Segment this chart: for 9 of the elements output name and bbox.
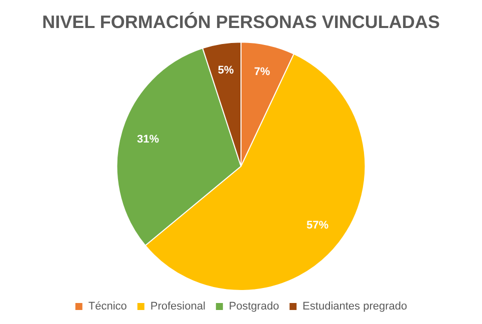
legend-label: Profesional bbox=[150, 300, 206, 313]
data-label: 7% bbox=[254, 66, 270, 78]
chart-title: NIVEL FORMACIÓN PERSONAS VINCULADAS bbox=[42, 12, 440, 32]
legend-label: Técnico bbox=[88, 300, 127, 313]
legend-label: Postgrado bbox=[228, 300, 280, 313]
data-label: 57% bbox=[306, 220, 329, 232]
data-label: 5% bbox=[218, 64, 234, 77]
legend-label: Estudiantes pregrado bbox=[302, 300, 408, 313]
data-label: 31% bbox=[136, 133, 160, 146]
